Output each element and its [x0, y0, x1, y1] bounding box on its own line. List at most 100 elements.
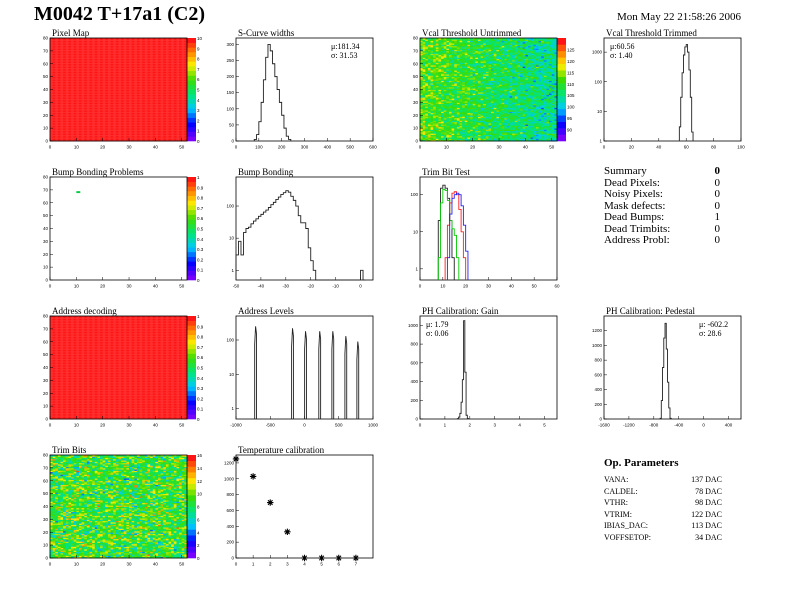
heatmap-cell: [76, 38, 80, 40]
heatmap-cell: [89, 62, 93, 65]
heatmap-cell: [84, 79, 88, 81]
heatmap-cell: [97, 57, 101, 59]
heatmap-cell: [89, 41, 93, 44]
heatmap-cell: [92, 53, 96, 56]
heatmap-cell: [92, 102, 96, 105]
heatmap-cell: [81, 106, 85, 108]
heatmap-cell: [76, 95, 80, 98]
heatmap-cell: [78, 43, 83, 45]
heatmap-cell: [92, 134, 96, 137]
heatmap-cell: [63, 67, 67, 70]
heatmap-cell: [73, 83, 77, 85]
heatmap-cell: [92, 135, 96, 138]
heatmap-cell: [92, 48, 96, 50]
heatmap-cell: [71, 62, 75, 65]
heatmap-cell: [71, 89, 75, 92]
heatmap-cell: [102, 124, 106, 126]
heatmap-cell: [55, 39, 59, 41]
heatmap-cell: [57, 72, 61, 75]
heatmap-cell: [81, 128, 85, 130]
heatmap-cell: [68, 90, 72, 93]
heatmap-cell: [84, 103, 88, 106]
heatmap-cell: [55, 47, 59, 49]
heatmap-cell: [65, 81, 69, 84]
heatmap-cell: [89, 97, 93, 99]
color-scale-cell: [187, 112, 196, 118]
heatmap-cell: [68, 121, 72, 124]
heatmap-cell: [52, 74, 56, 76]
heatmap-cell: [57, 85, 61, 88]
heatmap-cell: [50, 103, 54, 106]
chart-vcal-threshold-untrimmed: Vcal Threshold Untrimmed9095100105110115…: [413, 28, 575, 150]
heatmap-cell: [60, 58, 64, 61]
heatmap-cell: [57, 98, 61, 101]
heatmap-cell: [92, 104, 96, 107]
heatmap-cell: [100, 97, 104, 99]
heatmap-cell: [92, 130, 96, 133]
heatmap-cell: [52, 80, 56, 83]
heatmap-cell: [102, 120, 106, 123]
heatmap-cell: [60, 49, 64, 52]
heatmap-cell: [94, 137, 98, 139]
heatmap-cell: [68, 111, 72, 114]
heatmap-cell: [100, 133, 104, 135]
heatmap-cell: [60, 104, 64, 107]
heatmap-cell: [60, 40, 64, 43]
heatmap-cell: [102, 137, 106, 139]
heatmap-cell: [100, 80, 104, 83]
heatmap-cell: [89, 86, 93, 89]
heatmap-cell: [57, 106, 61, 108]
heatmap-cell: [65, 93, 69, 96]
heatmap-cell: [76, 84, 80, 87]
heatmap-cell: [50, 120, 54, 123]
heatmap-cell: [94, 90, 98, 93]
heatmap-cell: [81, 86, 85, 89]
heatmap-cell: [55, 90, 59, 93]
heatmap-cell: [65, 126, 69, 129]
heatmap-cell: [86, 86, 90, 89]
heatmap-cell: [71, 45, 75, 48]
heatmap-cell: [81, 116, 85, 119]
heatmap-cell: [71, 108, 75, 111]
heatmap-cell: [50, 126, 54, 129]
heatmap-cell: [55, 49, 59, 52]
heatmap-cell: [86, 54, 90, 57]
heatmap-cell: [84, 135, 88, 138]
heatmap-cell: [84, 52, 88, 54]
heatmap-cell: [89, 39, 93, 41]
heatmap-cell: [63, 56, 67, 58]
x-tick-label: 300: [301, 145, 309, 150]
heatmap-cell: [52, 117, 56, 120]
heatmap-cell: [94, 83, 98, 85]
heatmap-cell: [52, 108, 56, 111]
heatmap-cell: [76, 119, 80, 121]
heatmap-cell: [78, 65, 83, 67]
heatmap-cell: [52, 63, 56, 66]
heatmap-cell: [84, 88, 88, 90]
heatmap-cell: [100, 61, 104, 63]
heatmap-cell: [81, 84, 85, 87]
heatmap-cell: [71, 121, 75, 124]
heatmap-cell: [92, 63, 96, 66]
heatmap-cell: [63, 135, 67, 138]
heatmap-cell: [57, 41, 61, 44]
heatmap-cell: [52, 133, 56, 135]
heatmap-cell: [86, 99, 90, 102]
heatmap-cell: [55, 125, 59, 128]
heatmap-cell: [68, 38, 72, 40]
heatmap-cell: [84, 81, 88, 84]
heatmap-cell: [86, 80, 90, 83]
heatmap-cell: [55, 59, 59, 62]
heatmap-cell: [65, 83, 69, 85]
heatmap-cell: [55, 119, 59, 121]
heatmap-cell: [65, 119, 69, 121]
heatmap-cell: [78, 104, 83, 107]
heatmap-cell: [68, 104, 72, 107]
heatmap-cell: [65, 63, 69, 66]
y-tick-label: 300: [226, 42, 234, 47]
heatmap-cell: [97, 111, 101, 114]
heatmap-cell: [73, 130, 77, 133]
heatmap-cell: [100, 62, 104, 65]
heatmap-cell: [94, 106, 98, 108]
heatmap-cell: [76, 58, 80, 61]
